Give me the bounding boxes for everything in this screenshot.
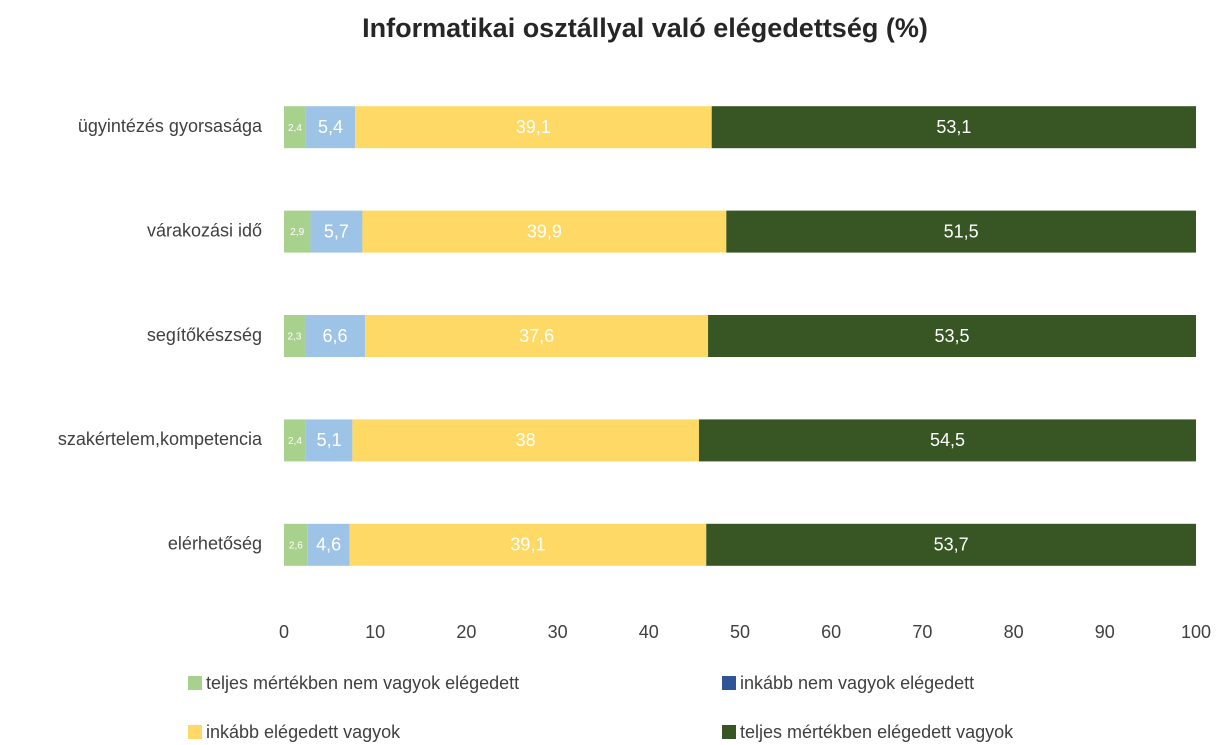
bar-segment [307, 523, 350, 566]
legend-label: inkább elégedett vagyok [206, 722, 401, 742]
bar-segment [305, 419, 353, 462]
legend-label: inkább nem vagyok elégedett [740, 673, 974, 693]
legend-swatch [188, 676, 202, 690]
bar-segment [284, 419, 306, 462]
legend-label: teljes mértékben elégedett vagyok [740, 722, 1014, 742]
bar-segment [726, 210, 1196, 253]
x-tick-label: 10 [365, 622, 385, 642]
y-tick-label: várakozási idő [147, 220, 262, 240]
data-label: 38 [516, 430, 536, 450]
data-label: 2,4 [288, 123, 302, 134]
data-label: 5,7 [324, 221, 349, 241]
legend-swatch [188, 725, 202, 739]
data-label: 2,6 [289, 540, 303, 551]
data-label: 51,5 [944, 221, 979, 241]
legend-swatch [722, 725, 736, 739]
data-label: 6,6 [323, 326, 348, 346]
data-label: 4,6 [316, 535, 341, 555]
data-label: 53,7 [934, 535, 969, 555]
data-label: 53,5 [935, 326, 970, 346]
legend-swatch [722, 676, 736, 690]
bar-segment [284, 106, 306, 149]
bar-segment [698, 419, 1196, 462]
bar-segment [706, 523, 1196, 566]
x-tick-label: 100 [1181, 622, 1211, 642]
x-tick-label: 0 [279, 622, 289, 642]
legend-label: teljes mértékben nem vagyok elégedett [206, 673, 519, 693]
data-label: 39,9 [527, 221, 562, 241]
bar-segment [349, 523, 707, 566]
y-tick-label: segítőkészség [147, 325, 262, 345]
x-tick-label: 30 [548, 622, 568, 642]
y-tick-label: ügyintézés gyorsasága [78, 116, 263, 136]
bar-segment [284, 315, 305, 357]
data-label: 37,6 [519, 326, 554, 346]
data-label: 5,4 [318, 117, 343, 137]
bar-segment [284, 210, 311, 253]
x-tick-label: 60 [821, 622, 841, 642]
x-tick-label: 20 [456, 622, 476, 642]
data-label: 39,1 [516, 117, 551, 137]
bar-segment [310, 210, 363, 253]
x-tick-label: 40 [639, 622, 659, 642]
data-label: 2,3 [288, 332, 302, 343]
x-tick-label: 90 [1095, 622, 1115, 642]
bar-segment [284, 523, 308, 566]
data-label: 5,1 [317, 430, 342, 450]
y-tick-label: szakértelem,kompetencia [58, 429, 263, 449]
data-label: 54,5 [930, 430, 965, 450]
bar-segment [304, 315, 366, 357]
x-tick-label: 70 [912, 622, 932, 642]
data-label: 39,1 [510, 535, 545, 555]
x-tick-label: 80 [1004, 622, 1024, 642]
bar-segment [711, 106, 1196, 149]
data-label: 2,9 [290, 227, 304, 238]
data-label: 53,1 [936, 117, 971, 137]
data-label: 2,4 [288, 436, 302, 447]
bar-segment [305, 106, 356, 149]
bar-segment [362, 210, 727, 253]
bar-segment [355, 106, 712, 149]
y-tick-label: elérhetőség [168, 534, 262, 554]
chart-title: Informatikai osztállyal való elégedettsé… [362, 13, 928, 43]
bar-segment [708, 315, 1196, 357]
bar-segment [365, 315, 709, 357]
x-tick-label: 50 [730, 622, 750, 642]
bar-segment [352, 419, 699, 462]
